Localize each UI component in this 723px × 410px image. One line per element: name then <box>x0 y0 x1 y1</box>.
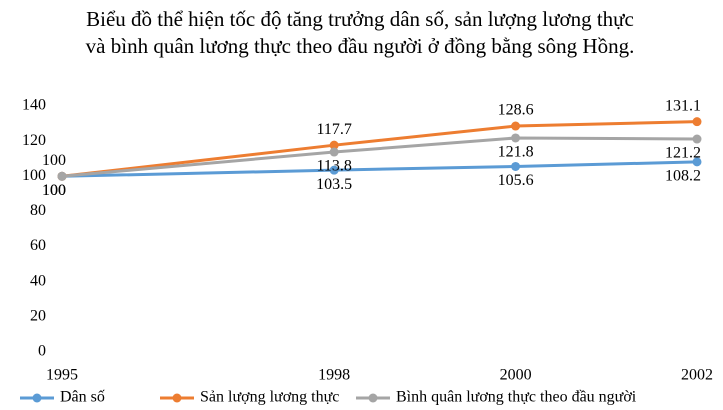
data-label: 100 <box>42 182 66 199</box>
y-tick-label: 0 <box>38 343 46 360</box>
data-point <box>692 157 702 167</box>
legend-label: Bình quân lương thực theo đầu người <box>396 389 637 406</box>
data-label: 113.8 <box>316 158 351 175</box>
data-point <box>511 133 521 143</box>
data-label: 105.6 <box>498 172 534 189</box>
chart-title: Biểu đồ thể hiện tốc độ tăng trưởng dân … <box>85 7 635 58</box>
x-tick-label: 2002 <box>681 367 713 384</box>
legend-marker <box>172 393 182 403</box>
y-tick-label: 20 <box>30 308 46 325</box>
x-tick-label: 1998 <box>318 367 350 384</box>
data-label: 117.7 <box>316 121 351 138</box>
series-line <box>61 120 698 178</box>
x-tick-label: 2000 <box>500 367 532 384</box>
data-point <box>511 161 521 171</box>
series-line <box>61 136 698 178</box>
data-point <box>57 171 67 181</box>
data-label: 103.5 <box>316 176 352 193</box>
data-label: 100 <box>42 152 66 169</box>
data-label: 108.2 <box>665 168 701 185</box>
data-point <box>511 121 521 131</box>
y-tick-label: 80 <box>30 202 46 219</box>
y-tick-label: 100 <box>22 167 46 184</box>
y-tick-label: 140 <box>22 97 46 114</box>
y-tick-label: 120 <box>22 132 46 149</box>
y-tick-label: 40 <box>30 272 46 289</box>
data-label: 121.2 <box>665 145 701 162</box>
data-point <box>329 165 339 175</box>
data-point <box>692 134 702 144</box>
data-label: 131.1 <box>665 97 701 114</box>
legend-marker <box>32 393 42 403</box>
x-tick-label: 1995 <box>46 367 78 384</box>
series-line <box>61 160 698 178</box>
legend-label: Sản lượng lương thực <box>200 389 339 406</box>
data-label: 128.6 <box>498 102 534 119</box>
data-label: 100 <box>42 182 66 199</box>
legend-label: Dân số <box>60 389 105 406</box>
legend-marker <box>368 393 378 403</box>
data-label: 121.8 <box>498 144 534 161</box>
y-tick-label: 60 <box>30 237 46 254</box>
data-point <box>692 117 702 127</box>
data-point <box>329 140 339 150</box>
data-point <box>329 147 339 157</box>
